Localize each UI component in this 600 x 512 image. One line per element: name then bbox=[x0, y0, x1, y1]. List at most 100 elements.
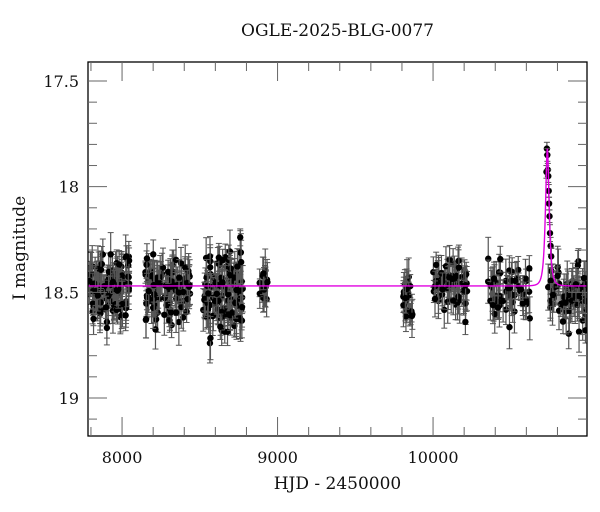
data-point bbox=[575, 292, 582, 300]
data-point bbox=[155, 280, 162, 287]
data-point bbox=[519, 300, 526, 307]
data-point bbox=[161, 311, 168, 318]
data-point bbox=[184, 295, 191, 303]
data-point bbox=[218, 308, 226, 316]
data-point bbox=[559, 318, 567, 325]
data-point bbox=[562, 299, 569, 306]
data-point bbox=[526, 265, 533, 272]
y-tick-label: 18.5 bbox=[43, 283, 79, 302]
data-point bbox=[462, 271, 470, 278]
model-curve bbox=[88, 148, 587, 287]
data-point bbox=[214, 281, 222, 289]
data-point bbox=[264, 278, 271, 286]
data-point bbox=[526, 315, 533, 322]
data-point bbox=[568, 297, 576, 304]
data-point bbox=[549, 291, 557, 299]
data-point bbox=[489, 301, 497, 309]
data-point bbox=[97, 299, 104, 306]
data-point bbox=[432, 261, 440, 269]
data-point bbox=[455, 264, 463, 271]
data-point bbox=[233, 286, 240, 294]
data-point bbox=[172, 256, 180, 264]
data-point bbox=[145, 287, 152, 295]
data-point bbox=[237, 258, 245, 266]
data-point bbox=[98, 260, 105, 268]
data-point bbox=[462, 318, 469, 326]
data-point bbox=[89, 300, 97, 307]
data-point bbox=[167, 309, 175, 316]
data-point bbox=[431, 295, 439, 303]
data-point bbox=[164, 268, 172, 276]
data-point bbox=[103, 324, 111, 332]
data-point bbox=[219, 279, 226, 286]
x-tick-label: 9000 bbox=[257, 448, 298, 467]
data-point bbox=[206, 264, 214, 271]
data-point bbox=[233, 315, 240, 323]
data-point bbox=[175, 289, 183, 296]
data-point bbox=[149, 304, 157, 311]
data-points bbox=[88, 141, 587, 364]
data-point bbox=[575, 328, 583, 335]
data-point bbox=[408, 312, 416, 320]
data-point bbox=[499, 297, 507, 305]
data-point bbox=[582, 327, 587, 334]
chart-title: OGLE-2025-BLG-0077 bbox=[241, 21, 434, 41]
data-point bbox=[237, 249, 244, 256]
y-tick-label: 19 bbox=[59, 389, 79, 408]
data-point bbox=[183, 308, 190, 315]
data-point bbox=[554, 272, 561, 280]
data-point bbox=[88, 277, 93, 285]
data-point bbox=[217, 323, 224, 330]
data-point bbox=[497, 269, 504, 277]
x-tick-label: 10000 bbox=[408, 448, 459, 467]
data-point bbox=[109, 278, 117, 286]
data-point bbox=[226, 248, 234, 255]
data-point bbox=[515, 266, 522, 274]
y-tick-label: 18 bbox=[59, 178, 79, 197]
data-point bbox=[455, 293, 462, 300]
data-point bbox=[176, 274, 183, 281]
data-point bbox=[107, 251, 114, 258]
data-point bbox=[238, 303, 246, 311]
data-point bbox=[142, 316, 150, 323]
data-point bbox=[150, 281, 157, 289]
data-point bbox=[507, 290, 514, 298]
data-point bbox=[205, 290, 212, 297]
data-point bbox=[506, 323, 513, 331]
y-axis-label: I magnitude bbox=[10, 195, 30, 301]
data-point bbox=[102, 304, 110, 311]
y-tick-label: 17.5 bbox=[43, 72, 79, 91]
data-point bbox=[152, 316, 160, 323]
data-point bbox=[114, 287, 121, 294]
data-point bbox=[462, 282, 469, 289]
data-point bbox=[159, 264, 167, 271]
data-point bbox=[508, 277, 515, 284]
data-point bbox=[402, 313, 410, 320]
data-point bbox=[490, 275, 498, 282]
plot-frame bbox=[87, 61, 588, 437]
data-point bbox=[517, 286, 524, 293]
data-point bbox=[260, 270, 267, 277]
data-point bbox=[97, 266, 105, 273]
data-point bbox=[215, 254, 223, 261]
data-point bbox=[402, 294, 409, 302]
data-point bbox=[229, 309, 236, 316]
data-point bbox=[213, 290, 220, 297]
data-point bbox=[232, 299, 239, 307]
data-point bbox=[446, 274, 453, 281]
data-point bbox=[227, 271, 234, 279]
data-point bbox=[450, 297, 457, 304]
data-point bbox=[152, 326, 159, 333]
data-point bbox=[175, 318, 183, 326]
data-point bbox=[113, 306, 120, 314]
data-point bbox=[166, 317, 173, 324]
data-point bbox=[580, 274, 587, 282]
data-point bbox=[225, 291, 232, 298]
data-point bbox=[94, 292, 101, 299]
data-point bbox=[256, 290, 264, 297]
data-point bbox=[403, 285, 410, 293]
data-point bbox=[122, 312, 129, 319]
data-point bbox=[547, 277, 554, 284]
